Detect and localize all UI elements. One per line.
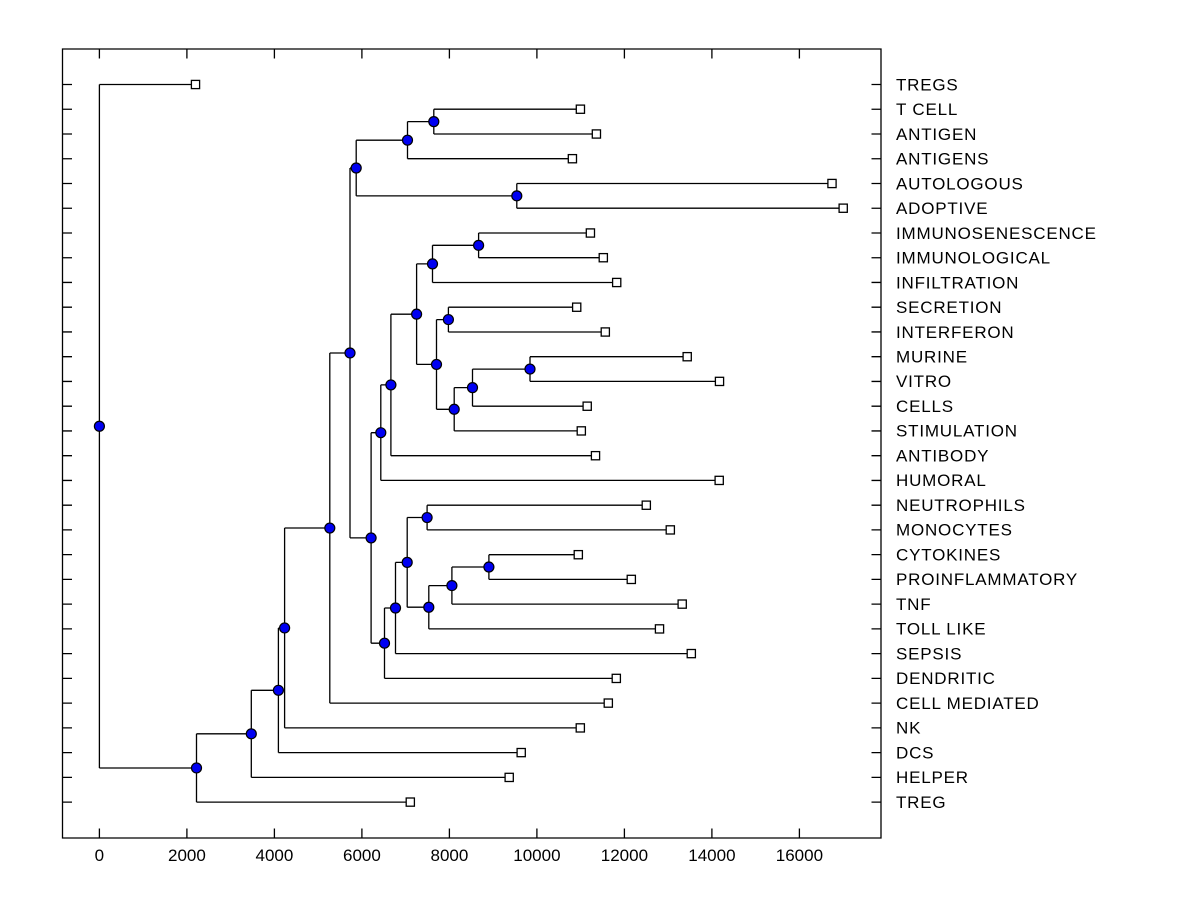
svg-text:4000: 4000 (255, 846, 293, 865)
svg-text:STIMULATION: STIMULATION (896, 422, 1018, 441)
svg-text:TREG: TREG (896, 793, 946, 812)
svg-text:14000: 14000 (688, 846, 735, 865)
svg-text:CELL MEDIATED: CELL MEDIATED (896, 694, 1040, 713)
svg-text:0: 0 (95, 846, 104, 865)
svg-text:TNF: TNF (896, 595, 931, 614)
svg-text:ANTIGEN: ANTIGEN (896, 125, 977, 144)
svg-text:DCS: DCS (896, 743, 934, 762)
svg-text:TREGS: TREGS (896, 75, 959, 94)
svg-text:IMMUNOSENESCENCE: IMMUNOSENESCENCE (896, 224, 1097, 243)
svg-text:HUMORAL: HUMORAL (896, 471, 987, 490)
svg-text:CELLS: CELLS (896, 397, 954, 416)
svg-text:SEPSIS: SEPSIS (896, 644, 962, 663)
svg-text:16000: 16000 (776, 846, 823, 865)
svg-text:8000: 8000 (430, 846, 468, 865)
svg-text:ANTIBODY: ANTIBODY (896, 446, 989, 465)
svg-text:DENDRITIC: DENDRITIC (896, 669, 996, 688)
svg-text:12000: 12000 (601, 846, 648, 865)
svg-text:T CELL: T CELL (896, 100, 958, 119)
svg-text:SECRETION: SECRETION (896, 298, 1002, 317)
svg-text:INFILTRATION: INFILTRATION (896, 273, 1019, 292)
svg-text:ANTIGENS: ANTIGENS (896, 150, 989, 169)
svg-text:HELPER: HELPER (896, 768, 969, 787)
svg-text:ADOPTIVE: ADOPTIVE (896, 199, 988, 218)
svg-text:TOLL LIKE: TOLL LIKE (896, 620, 986, 639)
svg-text:6000: 6000 (343, 846, 381, 865)
svg-text:NEUTROPHILS: NEUTROPHILS (896, 496, 1026, 515)
svg-text:MURINE: MURINE (896, 348, 968, 367)
svg-text:2000: 2000 (168, 846, 206, 865)
svg-text:AUTOLOGOUS: AUTOLOGOUS (896, 174, 1024, 193)
svg-text:PROINFLAMMATORY: PROINFLAMMATORY (896, 570, 1078, 589)
svg-text:MONOCYTES: MONOCYTES (896, 521, 1013, 540)
svg-text:VITRO: VITRO (896, 372, 952, 391)
svg-text:NK: NK (896, 719, 921, 738)
svg-text:CYTOKINES: CYTOKINES (896, 545, 1001, 564)
svg-text:10000: 10000 (513, 846, 560, 865)
svg-text:INTERFERON: INTERFERON (896, 323, 1015, 342)
svg-text:IMMUNOLOGICAL: IMMUNOLOGICAL (896, 249, 1051, 268)
